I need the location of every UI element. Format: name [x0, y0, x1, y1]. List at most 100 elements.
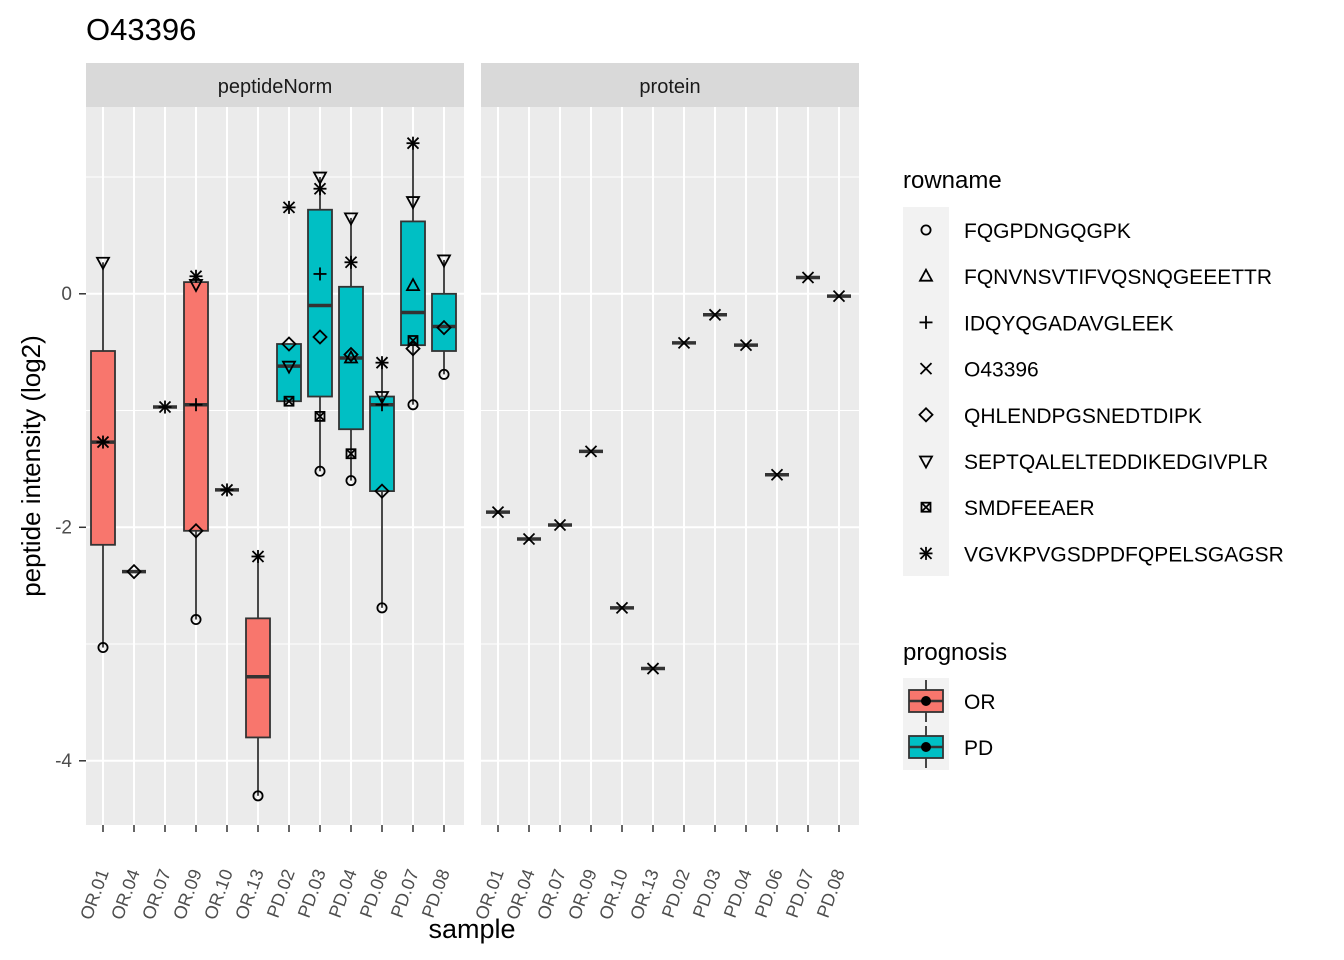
point-square-cross-mark	[314, 410, 326, 422]
y-tick-label: -2	[55, 517, 72, 538]
point-asterisk	[220, 483, 234, 497]
point-diamond	[374, 483, 390, 499]
legend-key-triangle-down-mark	[918, 455, 934, 470]
point-cross	[553, 518, 567, 532]
point-diamond-mark	[188, 523, 204, 539]
point-diamond	[126, 563, 142, 580]
point-triangle-down-mark	[405, 196, 421, 210]
point-triangle-down	[374, 391, 390, 405]
point-square-cross	[314, 410, 326, 422]
legend-item-label: PD	[964, 737, 993, 760]
point-circle-mark	[407, 399, 419, 411]
point-circle	[252, 790, 264, 802]
legend-key-circle	[920, 224, 932, 236]
point-circle-mark	[376, 602, 388, 614]
legend-rowname-title: rowname	[903, 167, 1002, 194]
point-cross-mark	[646, 662, 660, 675]
point-cross	[584, 445, 598, 458]
legend-item-label: FQGPDNGQGPK	[964, 220, 1131, 243]
legend-item-circle: FQGPDNGQGPK	[920, 220, 1131, 243]
legend-item-PD: PD	[903, 724, 993, 770]
point-circle-mark	[190, 614, 202, 626]
legend-key-plus	[919, 315, 933, 329]
legend-item-triangle: FQNVNSVTIFVQSNQGEEETTR	[918, 266, 1272, 289]
point-diamond	[436, 319, 452, 336]
point-asterisk	[406, 136, 420, 150]
panel-strip	[86, 63, 464, 107]
point-square-cross-mark	[283, 395, 295, 407]
point-circle-mark	[438, 368, 450, 380]
point-triangle-down-mark	[95, 256, 111, 271]
box-body	[400, 220, 426, 347]
point-circle	[376, 602, 388, 614]
point-circle	[345, 475, 357, 487]
point-triangle-down	[95, 256, 111, 271]
legend-item-label: SMDFEEAER	[964, 497, 1095, 520]
point-square-cross-mark	[407, 335, 419, 346]
point-diamond	[405, 340, 421, 357]
panel-strip	[481, 63, 859, 107]
legend-item-label: SEPTQALELTEDDIKEDGIVPLR	[964, 451, 1268, 474]
point-cross-mark	[708, 308, 722, 321]
point-circle	[190, 614, 202, 626]
box-PD.04	[338, 217, 364, 481]
point-triangle-down	[405, 196, 421, 210]
point-asterisk	[375, 356, 389, 370]
point-diamond-mark	[405, 340, 421, 357]
point-asterisk	[158, 400, 172, 414]
legend: rowname FQGPDNGQGPK FQNVNSVTIFVQSNQGEEETTR…	[903, 167, 1284, 770]
point-circle	[438, 368, 450, 380]
panel-protein: proteinOR.01OR.04OR.07OR.09OR.10OR.13PD.…	[471, 63, 859, 922]
point-cross-mark	[584, 445, 598, 458]
legend-item-label: QHLENDPGSNEDTDIPK	[964, 405, 1202, 428]
panel-strip-label: peptideNorm	[218, 76, 333, 98]
legend-item-asterisk: VGVKPVGSDPDFQPELSGAGSR	[919, 543, 1284, 566]
panel-background	[86, 107, 464, 825]
point-cross	[739, 339, 753, 352]
legend-key-diamond-mark	[918, 407, 934, 423]
point-diamond-mark	[312, 329, 328, 345]
point-diamond-mark	[126, 563, 142, 580]
legend-item-diamond: QHLENDPGSNEDTDIPK	[918, 405, 1202, 428]
point-triangle-mark	[343, 349, 359, 364]
point-diamond	[312, 329, 328, 345]
point-square-cross	[407, 335, 419, 346]
legend-prognosis-title: prognosis	[903, 639, 1007, 666]
point-triangle-down-mark	[312, 171, 328, 186]
point-triangle-down-mark	[436, 254, 452, 269]
legend-key-triangle-down	[918, 455, 934, 470]
point-asterisk	[96, 435, 110, 449]
point-diamond	[188, 523, 204, 539]
point-circle	[407, 399, 419, 411]
panel-strip-label: protein	[639, 76, 700, 98]
box-OR.13	[245, 556, 271, 796]
y-axis-label: peptide intensity (log2)	[16, 335, 46, 597]
point-cross	[677, 336, 691, 349]
point-asterisk	[189, 269, 203, 283]
point-circle	[97, 642, 109, 654]
point-cross-mark	[770, 468, 784, 481]
point-cross-mark	[615, 601, 629, 614]
y-tick-label: 0	[61, 284, 72, 305]
panel-peptideNorm: peptideNormOR.01OR.04OR.07OR.09OR.10OR.1…	[76, 63, 464, 922]
box-PD.06	[369, 362, 395, 608]
legend-item-cross: O43396	[919, 359, 1039, 382]
point-cross	[801, 271, 815, 284]
point-diamond-mark	[281, 336, 297, 352]
legend-key-point	[921, 742, 931, 752]
point-square-cross-mark	[407, 335, 419, 346]
point-cross	[832, 289, 846, 303]
legend-item-triangle-down: SEPTQALELTEDDIKEDGIVPLR	[918, 451, 1268, 474]
legend-item-square-cross: SMDFEEAER	[920, 497, 1095, 520]
point-cross	[646, 662, 660, 675]
legend-key-cross	[919, 362, 933, 375]
x-tick-label: PD.08	[813, 867, 849, 921]
legend-key-background	[903, 207, 949, 576]
point-square-cross-mark	[283, 396, 295, 407]
point-triangle-down-mark	[343, 212, 359, 227]
point-triangle-down	[281, 360, 297, 375]
chart-panels: 0 -2 -4peptideNormOR.01OR.04OR.07OR.09OR.1…	[55, 63, 859, 922]
legend-key-triangle-mark	[918, 267, 934, 282]
point-circle-mark	[97, 642, 109, 654]
